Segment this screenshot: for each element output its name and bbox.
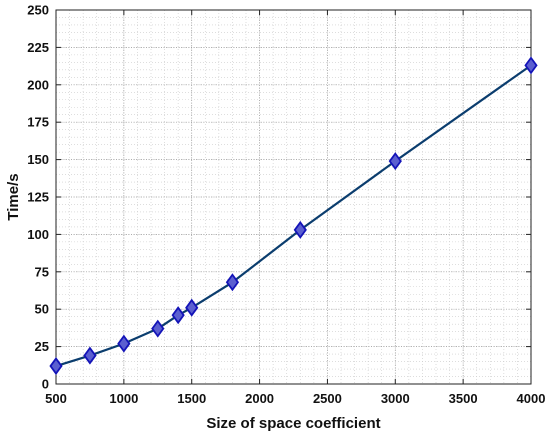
- y-tick-label: 125: [27, 190, 49, 205]
- y-tick-label: 225: [27, 40, 49, 55]
- data-point-marker: [388, 152, 402, 171]
- data-point-marker: [151, 319, 165, 338]
- x-tick-label: 2500: [313, 391, 342, 406]
- y-tick-labels: 0 25 50 75 100 125 150 175 200 225 250: [27, 3, 49, 392]
- series-line: [55, 64, 532, 368]
- x-tick-label: 500: [45, 391, 67, 406]
- data-point-marker: [171, 306, 185, 325]
- y-tick-label: 250: [27, 3, 49, 18]
- data-point-marker: [117, 334, 131, 353]
- series-lines: [55, 64, 532, 368]
- data-point-marker: [293, 220, 307, 239]
- y-axis-label: Time/s: [5, 173, 22, 220]
- x-axis-label: Size of space coefficient: [206, 415, 380, 432]
- x-tick-label: 4000: [517, 391, 546, 406]
- y-tick-label: 75: [35, 264, 49, 279]
- data-point-marker: [83, 346, 97, 365]
- x-tick-label: 1000: [109, 391, 138, 406]
- x-tick-label: 2000: [245, 391, 274, 406]
- y-tick-label: 175: [27, 115, 49, 130]
- axis-ticks: [55, 9, 532, 385]
- x-tick-label: 3000: [381, 391, 410, 406]
- data-point-marker: [49, 357, 63, 376]
- series-markers: [49, 56, 538, 376]
- y-tick-label: 0: [42, 377, 49, 392]
- y-tick-label: 50: [35, 302, 49, 317]
- x-tick-labels: 500 1000 1500 2000 2500 3000 3500 4000: [45, 391, 545, 406]
- x-tick-label: 3500: [449, 391, 478, 406]
- data-point-marker: [225, 273, 240, 292]
- data-point-marker: [185, 298, 199, 317]
- y-tick-label: 100: [27, 227, 49, 242]
- y-tick-label: 150: [27, 152, 49, 167]
- data-point-marker: [524, 56, 538, 75]
- y-tick-label: 200: [27, 77, 49, 92]
- y-tick-label: 25: [35, 339, 49, 354]
- x-tick-label: 1500: [177, 391, 206, 406]
